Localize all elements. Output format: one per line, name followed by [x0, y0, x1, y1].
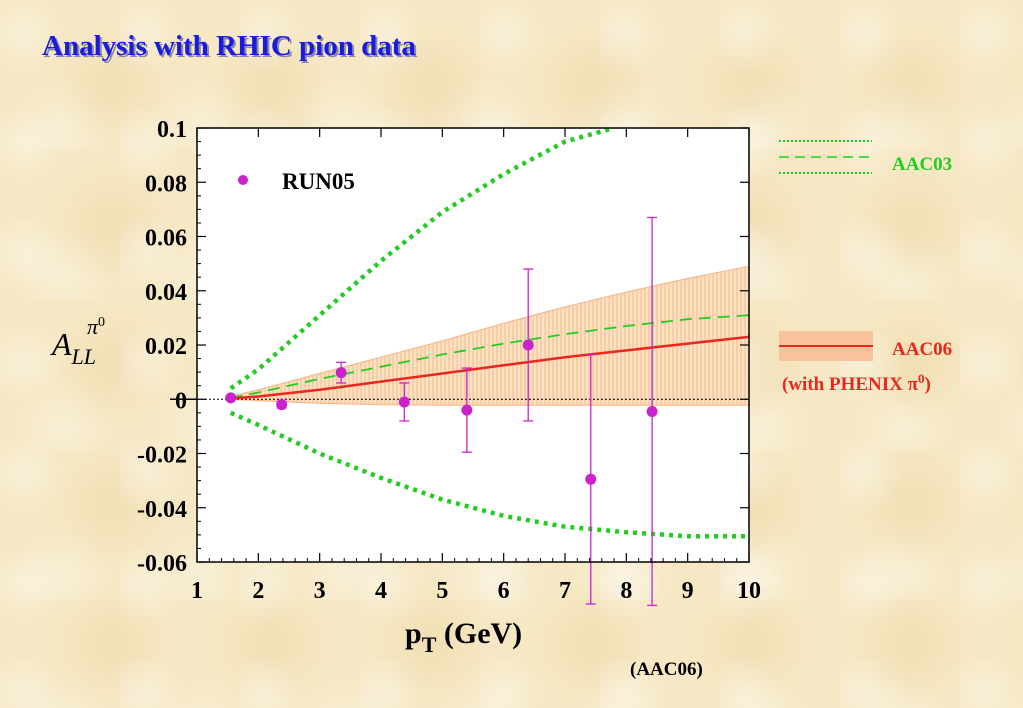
x-tick-label: 4 [375, 578, 387, 604]
y-tick-label: -0.06 [137, 551, 187, 577]
x-tick-label: 9 [682, 578, 694, 604]
y-tick-label: 0 [175, 388, 187, 414]
legend-aac06-label: AAC06 [892, 339, 952, 360]
aac06-curve [230, 335, 749, 400]
x-tick-label: 7 [559, 578, 571, 604]
x-tick-label: 2 [252, 578, 264, 604]
x-tick-label: 10 [737, 578, 761, 604]
run05-point [585, 473, 597, 485]
legend-aac03-label: AAC03 [892, 154, 952, 175]
y-axis-label-superscript: π0 [87, 314, 105, 339]
y-tick-label: 0.06 [145, 226, 187, 252]
aac03-central-curve [230, 314, 749, 399]
y-tick-label: 0.02 [145, 334, 187, 360]
legend-run05-marker [238, 175, 248, 185]
legend-aac06-note: (with PHENIX π0) [782, 371, 931, 395]
legend-run05-label: RUN05 [282, 169, 355, 194]
run05-point [522, 339, 534, 351]
x-tick-label: 8 [620, 578, 632, 604]
x-tick-label: 3 [314, 578, 326, 604]
aac06-uncertainty-band [230, 265, 749, 406]
x-tick-label: 5 [436, 578, 448, 604]
run05-point [646, 405, 658, 417]
y-tick-label: -0.04 [137, 497, 187, 523]
x-tick-label: 1 [191, 578, 203, 604]
slide-title: Analysis with RHIC pion data [42, 30, 416, 62]
x-tick-label: 6 [498, 578, 510, 604]
run05-point [461, 404, 473, 416]
run05-point [335, 367, 347, 379]
run05-point [225, 392, 237, 404]
y-tick-label: 0.04 [145, 280, 187, 306]
run05-point [276, 399, 288, 411]
y-tick-label: 0.08 [145, 171, 187, 197]
y-tick-label: 0.1 [157, 117, 187, 143]
run05-point [398, 396, 410, 408]
x-axis-label: pT (GeV) [405, 617, 522, 657]
y-axis-label: ALL [50, 326, 96, 369]
footnote: (AAC06) [630, 659, 703, 680]
y-tick-label: -0.02 [137, 443, 187, 469]
aac03-dotted-lower-curve [229, 410, 749, 539]
aac03-dotted-upper-curve [229, 128, 615, 391]
